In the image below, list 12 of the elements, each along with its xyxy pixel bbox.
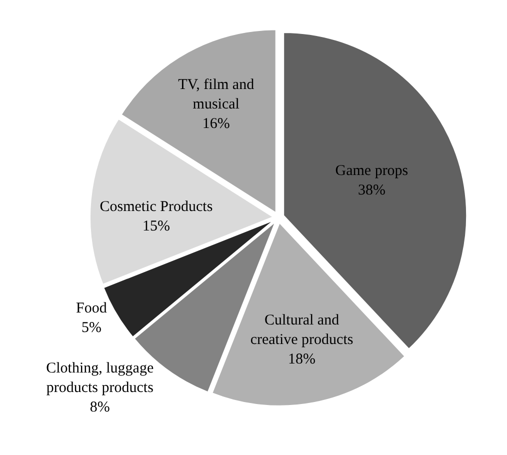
slice-label: Clothing, luggage products products <box>46 360 154 396</box>
slice-label: Cultural and creative products <box>250 312 354 348</box>
data-label: 18% <box>288 351 316 368</box>
slice-label: Game props <box>335 162 408 179</box>
data-label: 16% <box>202 116 230 132</box>
slice-label: Food <box>76 300 108 316</box>
data-label: 38% <box>358 182 386 198</box>
data-label: 15% <box>142 218 170 235</box>
data-label: 8% <box>90 400 110 416</box>
slice-label: Cosmetic Products <box>100 199 213 216</box>
data-label: 5% <box>81 320 102 336</box>
slice-label: TV, film and musical <box>178 76 255 112</box>
